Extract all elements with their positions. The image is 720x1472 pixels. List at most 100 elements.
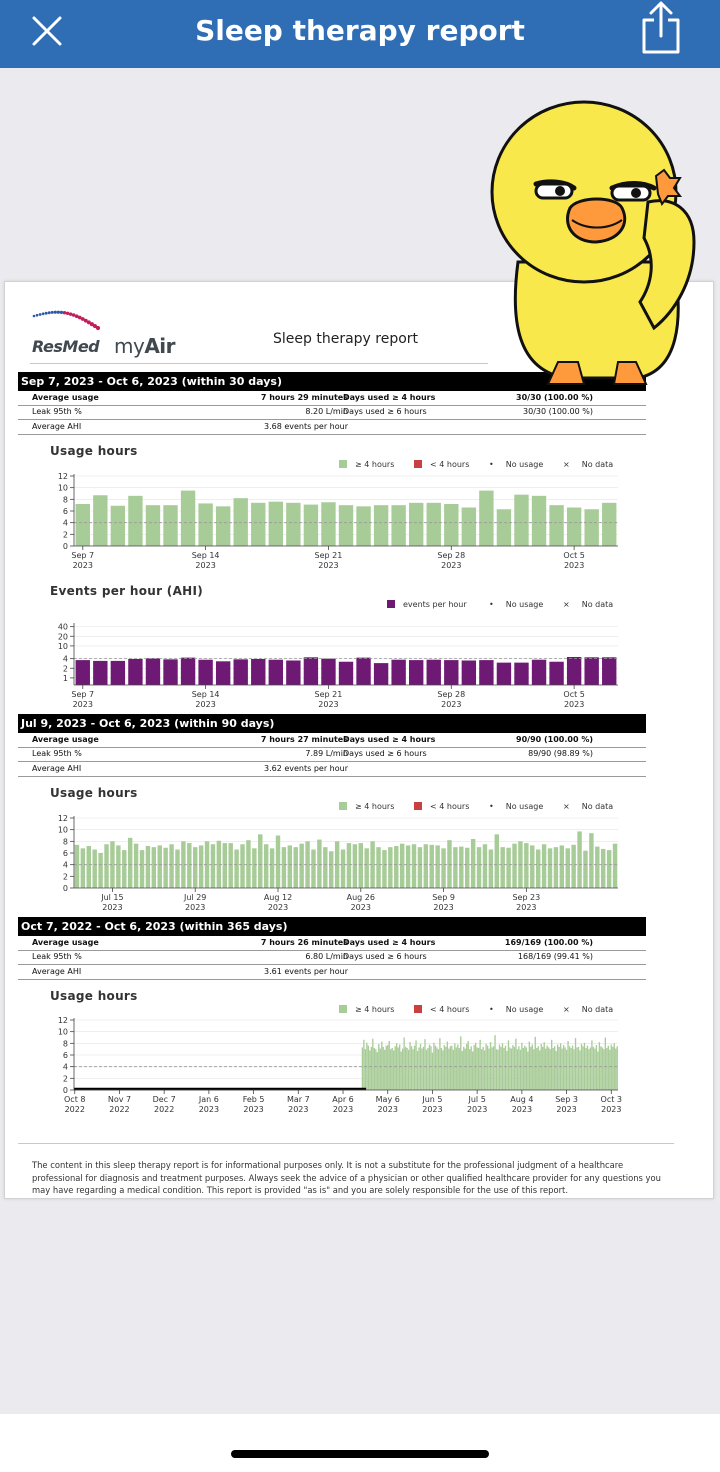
data-bar [479, 490, 494, 546]
data-bar [553, 847, 559, 888]
y-tick-label: 10 [58, 826, 68, 835]
data-bar [228, 843, 233, 888]
data-bar [559, 845, 565, 888]
data-bar [547, 848, 553, 888]
data-bar [504, 1045, 507, 1090]
data-bar [591, 1040, 593, 1090]
duck-sticker-icon [488, 100, 696, 385]
x-tick-year: 2023 [102, 903, 122, 912]
usage-legend: ≥ 4 hours < 4 hours • No usage × No data [339, 1005, 639, 1017]
logo-dot [38, 313, 42, 316]
data-bar [116, 845, 121, 888]
data-bar [388, 1041, 390, 1090]
data-bar [496, 662, 512, 685]
data-bar [470, 839, 476, 888]
no-usage-dot-icon: • [489, 460, 494, 469]
x-tick-label: Jul 5 [468, 1095, 486, 1104]
data-bar [573, 1049, 575, 1090]
usage-chart-title: Usage hours [50, 444, 138, 458]
y-tick-label: 4 [63, 861, 68, 870]
data-bar [413, 1045, 416, 1090]
data-bar [198, 845, 204, 888]
data-bar [577, 831, 582, 888]
x-tick-year: 2023 [378, 1105, 398, 1114]
data-bar [558, 1046, 560, 1090]
data-bar [546, 1045, 548, 1090]
data-bar [443, 1045, 446, 1090]
data-bar [498, 1044, 501, 1090]
data-bar [376, 1052, 378, 1090]
logo-dot [50, 310, 54, 314]
close-icon[interactable] [30, 14, 64, 48]
ge4-swatch-icon [339, 802, 347, 810]
x-tick-label: Sep 3 [555, 1095, 578, 1104]
data-bar [465, 847, 470, 888]
data-bar [500, 1046, 502, 1090]
data-bar [494, 834, 499, 888]
x-tick-label: Sep 7 [71, 551, 94, 560]
data-bar [268, 659, 284, 685]
x-tick-label: Sep 28 [437, 690, 465, 699]
x-tick-year: 2023 [73, 561, 93, 570]
y-tick-label: 1 [63, 674, 68, 683]
data-bar [416, 1050, 419, 1090]
data-bar [486, 1045, 489, 1090]
data-bar [607, 1045, 609, 1090]
data-bar [503, 1048, 505, 1090]
stat-row: Leak 95th % 6.80 L/min Days used ≥ 6 hour… [18, 950, 646, 965]
no-usage-dot-icon: • [489, 802, 494, 811]
data-bar [497, 1049, 499, 1090]
x-tick-year: 2023 [422, 1105, 442, 1114]
data-bar [390, 1049, 392, 1090]
data-bar [418, 1047, 420, 1090]
no-usage-dot-icon: • [489, 1005, 494, 1014]
x-tick-year: 2023 [433, 903, 453, 912]
y-tick-label: 10 [58, 642, 68, 651]
data-bar [570, 1048, 572, 1090]
home-indicator[interactable] [231, 1450, 489, 1458]
x-tick-year: 2023 [333, 1105, 353, 1114]
x-tick-label: Sep 14 [192, 551, 220, 560]
data-bar [364, 1049, 367, 1090]
data-bar [293, 847, 298, 888]
share-icon[interactable] [638, 0, 684, 56]
data-bar [430, 1046, 432, 1090]
data-bar [566, 507, 582, 546]
y-tick-label: 4 [63, 1063, 68, 1072]
data-bar [606, 1048, 608, 1090]
data-bar [589, 833, 594, 888]
data-bar [528, 1041, 530, 1090]
data-bar [338, 661, 354, 685]
data-bar [437, 1049, 440, 1090]
no-data-x-icon: × [563, 600, 570, 609]
data-bar [592, 1046, 595, 1090]
x-tick-year: 2023 [564, 561, 584, 570]
x-tick-year: 2022 [154, 1105, 174, 1114]
x-tick-year: 2023 [601, 1105, 621, 1114]
x-tick-year: 2023 [318, 700, 338, 709]
data-bar [533, 1049, 535, 1090]
data-bar [408, 502, 424, 546]
data-bar [127, 837, 133, 888]
data-bar [110, 505, 126, 546]
data-bar [251, 658, 266, 685]
data-bar [589, 1047, 592, 1090]
data-bar [433, 1042, 435, 1090]
x-tick-label: Sep 21 [315, 690, 343, 699]
data-bar [405, 845, 411, 888]
y-tick-label: 12 [58, 472, 68, 481]
data-bar [75, 504, 90, 546]
y-tick-label: 8 [63, 837, 68, 846]
x-tick-year: 2023 [351, 903, 371, 912]
data-bar [463, 1046, 465, 1090]
data-bar [597, 1051, 599, 1090]
data-bar [391, 659, 406, 685]
data-bar [404, 1046, 407, 1090]
logo-dot [68, 312, 73, 316]
x-tick-label: Mar 7 [287, 1095, 310, 1104]
data-bar [604, 1037, 607, 1090]
data-bar [549, 1049, 551, 1090]
data-bar [401, 1048, 404, 1090]
data-bar [426, 659, 441, 685]
